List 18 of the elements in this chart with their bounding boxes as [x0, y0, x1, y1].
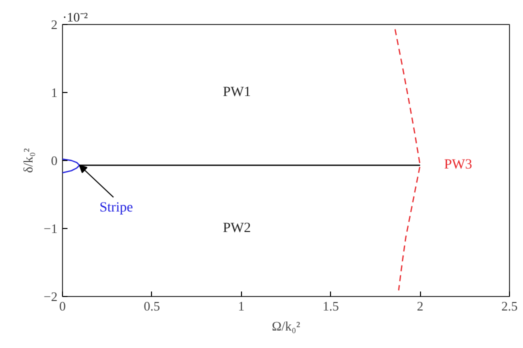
x-tick-label: 1.5 [322, 298, 339, 314]
x-tick-label: 0.5 [144, 298, 160, 314]
y-tick-label: 1 [51, 85, 58, 100]
text: Stripe [99, 200, 133, 216]
x-axis-title: Ω/k₀² [272, 318, 300, 334]
y-axis-title: δ/k₀² [20, 148, 36, 173]
line-series [394, 28, 421, 291]
y-tick-label: −1 [44, 221, 58, 236]
annotation: PW1 [222, 85, 251, 100]
annotation: PW2 [222, 221, 251, 236]
y-tick-label: 0 [51, 153, 58, 168]
annotation: ·10⁻² [62, 10, 88, 24]
y-tick-label: −2 [44, 289, 58, 304]
series-label: PW3 [444, 157, 472, 172]
x-tick-label: 2.5 [501, 298, 518, 314]
x-tick-label: 2 [416, 298, 424, 314]
y-tick-label: 2 [51, 17, 58, 32]
x-tick-label: 1 [238, 298, 245, 314]
